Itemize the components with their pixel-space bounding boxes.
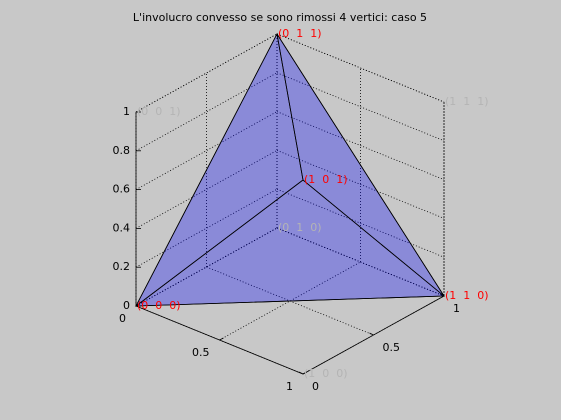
grid-line bbox=[276, 227, 445, 297]
vertex-label: (1 1 0) bbox=[445, 289, 489, 302]
vertex-label: (0 0 1) bbox=[137, 105, 181, 118]
x-tick-label: 0.5 bbox=[192, 346, 210, 359]
grid-line bbox=[276, 33, 445, 103]
y-tick bbox=[298, 371, 304, 375]
vertex-label: (0 1 1) bbox=[278, 27, 322, 40]
z-tick-label: 0.4 bbox=[113, 221, 131, 234]
grid-line bbox=[276, 72, 445, 142]
z-tick-label: 0.2 bbox=[113, 260, 131, 273]
x-tick bbox=[219, 337, 224, 341]
y-tick-label: 0 bbox=[312, 380, 319, 393]
grid-line bbox=[276, 111, 445, 180]
grid-line bbox=[276, 150, 445, 219]
y-tick-label: 0.5 bbox=[383, 341, 401, 354]
hull-face bbox=[276, 33, 445, 297]
y-tick-label: 1 bbox=[453, 302, 460, 315]
x-tick bbox=[302, 371, 308, 375]
vertex-label: (0 0 0) bbox=[137, 299, 181, 312]
x-tick-label: 0 bbox=[119, 312, 126, 325]
z-tick-label: 0.6 bbox=[113, 183, 131, 196]
vertex-label: (1 0 0) bbox=[304, 367, 348, 380]
z-tick-label: 0 bbox=[123, 299, 130, 312]
vertex-label: (1 1 1) bbox=[445, 95, 489, 108]
grid-line bbox=[276, 188, 445, 258]
y-tick bbox=[369, 332, 374, 336]
z-tick-label: 1 bbox=[123, 105, 130, 118]
chart-title: L'involucro convesso se sono rimossi 4 v… bbox=[133, 11, 427, 24]
x-tick-label: 1 bbox=[286, 380, 293, 393]
vertex-label: (1 0 1) bbox=[304, 173, 348, 186]
z-tick-label: 0.8 bbox=[113, 144, 131, 157]
vertex-label: (0 1 0) bbox=[278, 221, 322, 234]
